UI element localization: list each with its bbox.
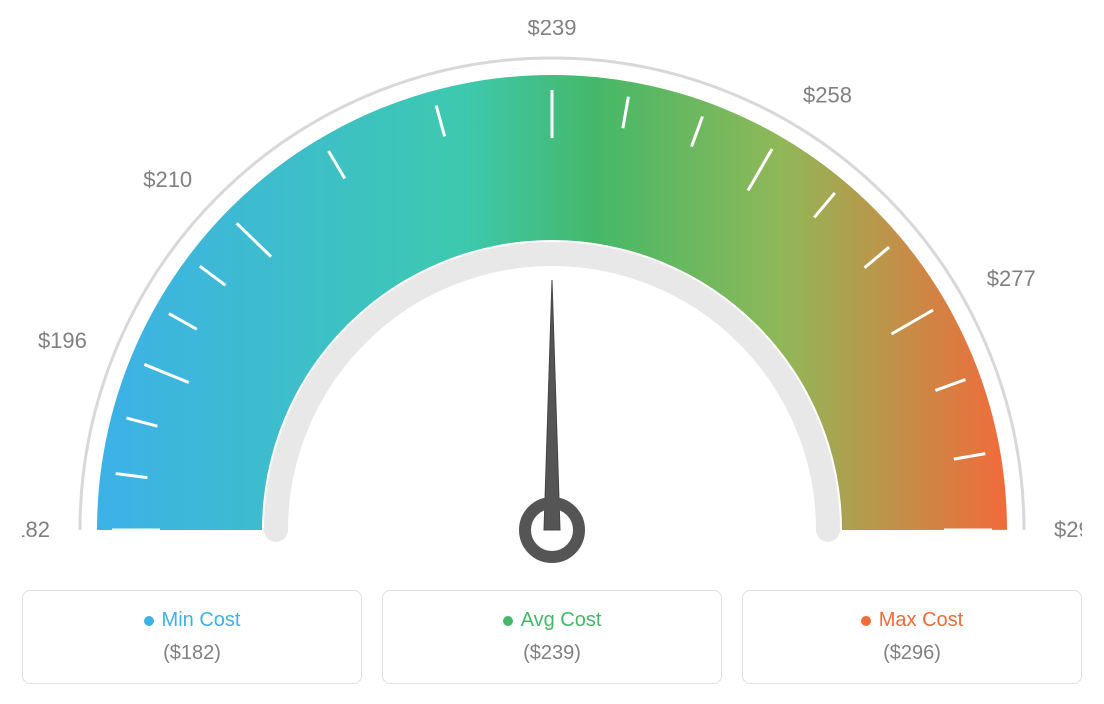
legend-label-avg: Avg Cost — [521, 609, 602, 632]
legend-dot-min — [144, 616, 154, 626]
tick-label: $296 — [1054, 517, 1082, 542]
gauge-svg: $182 $196 $210 $239 $258 $277 $296 — [22, 20, 1082, 580]
tick-label: $239 — [528, 20, 577, 40]
legend-value-min: ($182) — [163, 642, 221, 665]
legend-row: Min Cost ($182) Avg Cost ($239) Max Cost… — [22, 590, 1082, 684]
legend-card-max: Max Cost ($296) — [742, 590, 1082, 684]
legend-title-max: Max Cost — [861, 609, 963, 632]
legend-title-min: Min Cost — [144, 609, 241, 632]
legend-title-avg: Avg Cost — [503, 609, 602, 632]
legend-card-avg: Avg Cost ($239) — [382, 590, 722, 684]
legend-value-max: ($296) — [883, 642, 941, 665]
tick-label: $258 — [803, 82, 852, 107]
legend-label-min: Min Cost — [162, 609, 241, 632]
tick-label: $196 — [38, 328, 87, 353]
legend-dot-avg — [503, 616, 513, 626]
legend-card-min: Min Cost ($182) — [22, 590, 362, 684]
tick-label: $210 — [143, 167, 192, 192]
tick-label: $182 — [22, 517, 50, 542]
gauge-needle — [544, 280, 560, 530]
legend-label-max: Max Cost — [879, 609, 963, 632]
tick-label: $277 — [987, 266, 1036, 291]
legend-value-avg: ($239) — [523, 642, 581, 665]
legend-dot-max — [861, 616, 871, 626]
gauge-chart: $182 $196 $210 $239 $258 $277 $296 — [22, 20, 1082, 580]
